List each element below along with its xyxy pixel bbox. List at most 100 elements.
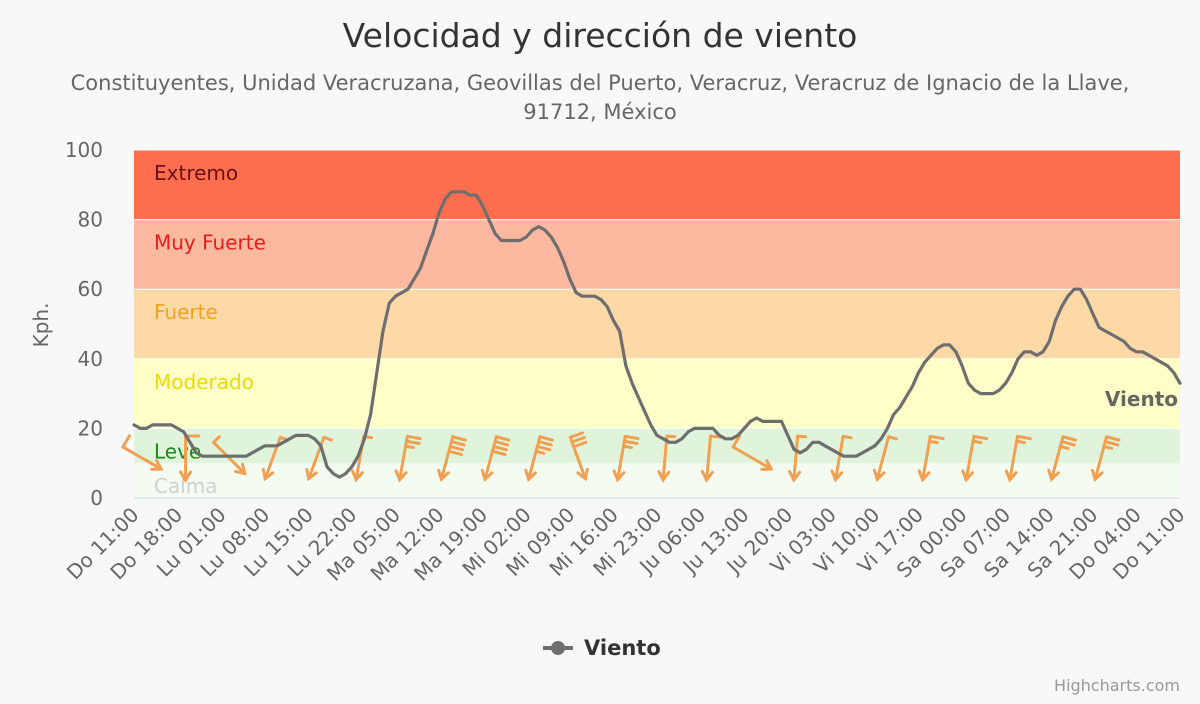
barb-arrowhead (261, 467, 275, 482)
barb-shaft (398, 434, 409, 482)
y-tick-label: 60 (78, 277, 103, 301)
barb-shaft (705, 434, 713, 482)
barb-half-feather (1015, 439, 1026, 445)
wind-direction-marker (830, 434, 853, 483)
barb-half-feather (622, 444, 633, 450)
y-tick-label: 0 (90, 486, 103, 510)
barb-feather (405, 434, 422, 441)
plot-bands (134, 150, 1180, 498)
barb-arrowhead (961, 469, 975, 483)
barb-arrowhead (612, 469, 626, 483)
barb-feather (568, 431, 585, 439)
wind-direction-marker (1090, 435, 1121, 482)
chart-title: Velocidad y dirección de viento (343, 16, 858, 55)
credits-link[interactable]: Highcharts.com (1054, 676, 1180, 695)
barb-feather (623, 434, 640, 441)
barb-feather (1060, 440, 1076, 447)
band-label: Moderado (154, 370, 254, 394)
band-moderado (134, 358, 1180, 429)
barb-arrowhead (788, 470, 802, 483)
barb-feather (447, 449, 463, 457)
barb-arrowhead (1047, 468, 1060, 482)
barb-shaft (1008, 434, 1019, 482)
barb-shaft (964, 434, 976, 482)
barb-arrowhead (1004, 469, 1018, 483)
barb-arrowhead (394, 469, 408, 483)
barb-feather (972, 434, 989, 441)
band-label: Muy Fuerte (154, 231, 266, 255)
barb-feather (1103, 440, 1120, 447)
band-label: Leve (154, 439, 201, 463)
wind-direction-marker (394, 434, 422, 483)
barb-arrowhead (234, 462, 247, 476)
barb-arrowhead (657, 470, 671, 483)
barb-shaft (121, 445, 163, 471)
barb-half-feather (404, 444, 415, 450)
barb-arrowhead (437, 468, 450, 482)
barb-feather (535, 444, 552, 452)
series-line-viento[interactable] (132, 190, 1182, 479)
barb-feather (572, 440, 588, 449)
legend-item-label[interactable]: Viento (584, 636, 661, 660)
barb-feather (490, 449, 507, 457)
chart-subtitle-line1: Constituyentes, Unidad Veracruzana, Geov… (71, 71, 1130, 95)
barb-shaft (792, 434, 800, 482)
barb-half-feather (212, 435, 221, 444)
barb-feather (570, 436, 586, 444)
barb-feather (928, 434, 945, 441)
band-calma (134, 463, 1180, 498)
barb-shaft (527, 435, 542, 481)
barb-shaft (834, 434, 845, 482)
barb-half-feather (1058, 444, 1070, 450)
barb-shaft (731, 445, 773, 471)
wind-direction-marker (437, 435, 467, 482)
barb-shaft (568, 435, 587, 481)
y-axis-title: Kph. (29, 303, 53, 348)
barb-half-feather (534, 449, 546, 455)
legend[interactable]: Viento (543, 636, 661, 660)
barb-shaft (1050, 435, 1065, 481)
barb-arrowhead (760, 459, 774, 471)
series-group: Viento (132, 190, 1182, 479)
barb-arrowhead (524, 468, 537, 482)
band-label: Extremo (154, 161, 238, 185)
y-axis: 0 20 40 60 80 100 (65, 138, 103, 510)
wind-direction-marker (1004, 434, 1032, 483)
barb-shaft (921, 434, 932, 482)
wind-direction-marker (1047, 435, 1078, 482)
barb-arrowhead (179, 470, 193, 483)
barb-shaft (439, 435, 455, 481)
wind-direction-marker (480, 435, 511, 482)
barb-feather (1015, 434, 1032, 441)
wind-direction-marker (917, 434, 945, 483)
barb-half-feather (1102, 444, 1114, 450)
barb-shaft (661, 434, 669, 482)
barb-arrowhead (150, 459, 164, 471)
barb-arrowhead (576, 467, 589, 482)
wind-direction-marker (731, 434, 774, 471)
wind-direction-marker (612, 434, 640, 483)
chart-subtitle-line2: 91712, México (523, 100, 676, 124)
barb-half-feather (841, 434, 853, 440)
band-muy-fuerte (134, 219, 1180, 290)
barb-feather (448, 444, 465, 452)
wind-direction-marker (568, 431, 589, 482)
barb-half-feather (665, 434, 677, 439)
y-tick-label: 20 (78, 416, 103, 440)
barb-arrowhead (1090, 468, 1104, 482)
barb-feather (404, 439, 421, 446)
barb-feather (493, 440, 510, 447)
barb-feather (731, 434, 742, 449)
barb-arrowhead (305, 467, 318, 482)
barb-arrowhead (351, 469, 364, 483)
wind-direction-marker (524, 435, 555, 482)
band-extremo (134, 150, 1180, 220)
legend-marker-icon (551, 641, 565, 655)
band-label: Fuerte (154, 300, 218, 324)
wind-direction-marker (788, 434, 808, 483)
barb-feather (451, 435, 467, 442)
barb-half-feather (887, 435, 898, 441)
